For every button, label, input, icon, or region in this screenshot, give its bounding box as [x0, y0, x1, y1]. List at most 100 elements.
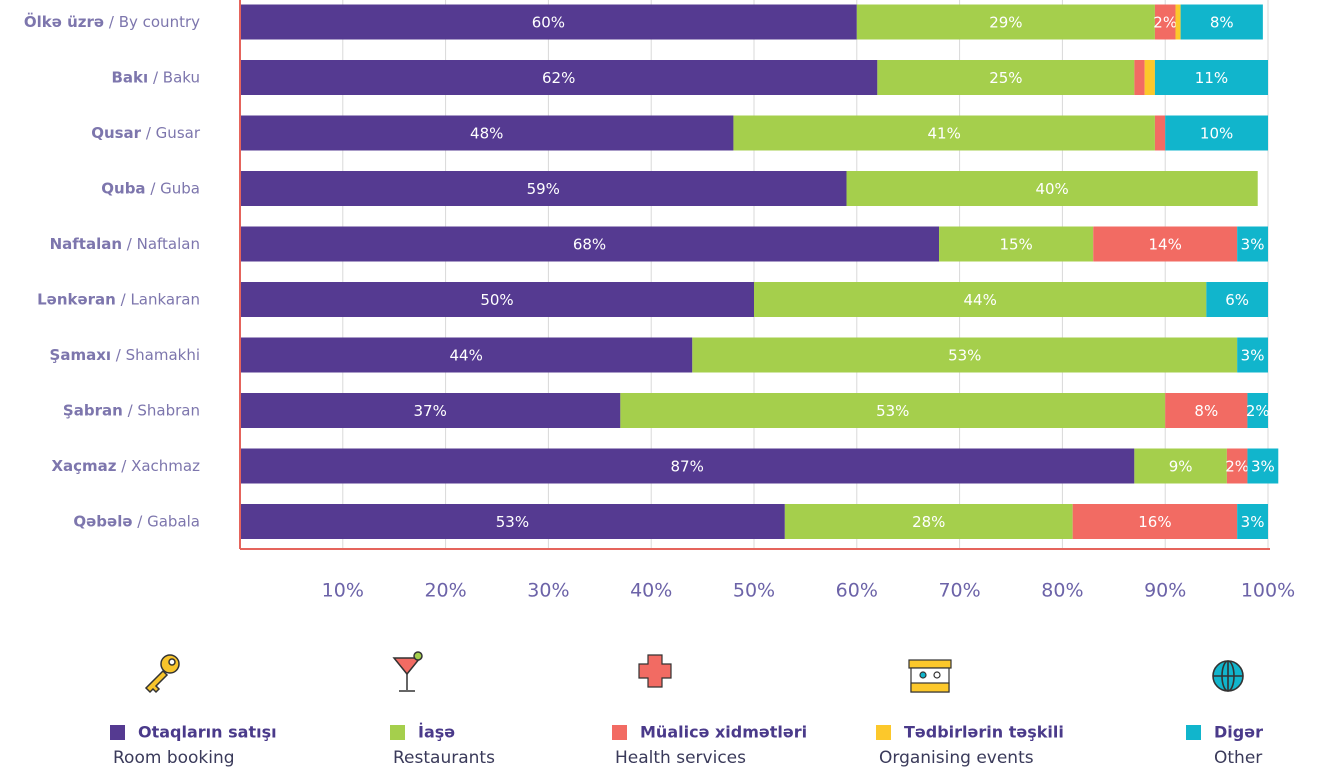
- bar-segment: [1226, 448, 1248, 484]
- bar-segment: [1154, 115, 1166, 151]
- bar-segment: [754, 282, 1207, 317]
- bar-segment: [1180, 4, 1263, 40]
- cocktail-icon: [392, 651, 423, 692]
- bar-segment: [240, 60, 878, 95]
- data-label: 16%: [1138, 513, 1171, 531]
- x-tick-label: 90%: [1144, 580, 1186, 602]
- bar-segment: [1093, 226, 1238, 262]
- bar-segment: [240, 504, 785, 539]
- bar-segment: [1175, 4, 1181, 40]
- bar-segment: [240, 171, 847, 206]
- x-tick-label: 20%: [424, 580, 466, 602]
- legend-swatch: [876, 725, 891, 740]
- data-label: 50%: [480, 291, 513, 309]
- category-label: Bakı / Baku: [112, 68, 201, 86]
- data-label: 37%: [414, 402, 447, 420]
- bar-segment: [240, 393, 621, 428]
- bar-segment: [1154, 60, 1268, 95]
- category-label: Qusar / Gusar: [91, 124, 201, 142]
- category-label: Quba / Guba: [101, 179, 200, 197]
- bar-segment: [1237, 337, 1268, 373]
- bar-segment: [240, 115, 734, 151]
- data-label: 11%: [1195, 69, 1228, 87]
- category-label: Şamaxı / Shamakhi: [50, 346, 200, 364]
- data-label: 62%: [542, 69, 575, 87]
- bar-segment: [1247, 448, 1279, 484]
- data-label: 25%: [989, 69, 1022, 87]
- bar-segment: [784, 504, 1073, 539]
- bar-segment: [1237, 504, 1268, 539]
- bar-segment: [1237, 226, 1268, 262]
- data-label: 8%: [1210, 14, 1234, 32]
- x-tick-label: 70%: [938, 580, 980, 602]
- legend-label: Tədbirlərin təşkili: [904, 723, 1064, 742]
- data-label: 59%: [527, 180, 560, 198]
- bar-segment: [240, 448, 1135, 484]
- booth-icon: [908, 659, 952, 693]
- category-label: Xaçmaz / Xachmaz: [51, 457, 200, 475]
- data-label: 10%: [1200, 125, 1233, 143]
- bar-segment: [240, 282, 754, 317]
- data-label: 14%: [1149, 236, 1182, 254]
- data-label: 9%: [1169, 458, 1193, 476]
- data-label: 60%: [532, 14, 565, 32]
- x-tick-label: 30%: [527, 580, 569, 602]
- legend-label: Otaqların satışı: [138, 723, 277, 742]
- legend-swatch: [612, 725, 627, 740]
- bar-segment: [240, 4, 857, 40]
- x-tick-label: 40%: [630, 580, 672, 602]
- data-label: 15%: [999, 236, 1032, 254]
- data-label: 53%: [876, 402, 909, 420]
- bar-segment: [692, 337, 1238, 373]
- globe-icon: [1212, 660, 1244, 692]
- legend-sublabel: Room booking: [113, 748, 235, 768]
- data-label: 29%: [989, 14, 1022, 32]
- legend-swatch: [110, 725, 125, 740]
- x-tick-label: 60%: [836, 580, 878, 602]
- category-label: Lənkəran / Lankaran: [37, 290, 200, 308]
- bar-segment: [620, 393, 1166, 428]
- data-label: 3%: [1241, 347, 1265, 365]
- category-label: Ölkə üzrə / By country: [24, 12, 200, 31]
- bars: 60% 29% 2% 8% 62% 25% 11% 48% 41% 10% 59% 40% 68% 15%…: [240, 4, 1279, 539]
- x-tick-label: 100%: [1241, 580, 1295, 602]
- category-label: Qəbələ / Gabala: [73, 512, 200, 530]
- bar-segment: [1154, 4, 1176, 40]
- data-label: 28%: [912, 513, 945, 531]
- data-label: 3%: [1241, 513, 1265, 531]
- bar-segment: [856, 4, 1155, 40]
- data-label: 2%: [1153, 14, 1177, 32]
- legend-sublabel: Health services: [615, 748, 746, 768]
- legend-sublabel: Organising events: [879, 748, 1034, 768]
- data-label: 2%: [1225, 458, 1249, 476]
- x-tick-label: 50%: [733, 580, 775, 602]
- data-label: 44%: [963, 291, 996, 309]
- data-label: 44%: [449, 347, 482, 365]
- bar-segment: [1206, 282, 1268, 317]
- category-label: Şabran / Shabran: [63, 401, 200, 419]
- legend: Otaqların satışı Room booking İaşə Restaura…: [110, 723, 1263, 768]
- data-label: 40%: [1035, 180, 1068, 198]
- data-label: 53%: [948, 347, 981, 365]
- bar-segment: [240, 337, 693, 373]
- x-tick-label: 80%: [1041, 580, 1083, 602]
- bar-segment: [1134, 60, 1145, 95]
- x-tick-label: 10%: [322, 580, 364, 602]
- bar-segment: [1165, 115, 1268, 151]
- cross-icon: [638, 654, 672, 688]
- bar-segment: [1165, 393, 1248, 428]
- legend-label: Müalicə xidmətləri: [640, 723, 807, 742]
- data-label: 68%: [573, 236, 606, 254]
- legend-label: Digər: [1214, 723, 1263, 742]
- key-icon: [144, 654, 180, 694]
- data-label: 3%: [1251, 458, 1275, 476]
- bar-segment: [877, 60, 1135, 95]
- bar-segment: [939, 226, 1094, 262]
- bar-segment: [240, 226, 940, 262]
- data-label: 87%: [671, 458, 704, 476]
- bar-segment: [1144, 60, 1155, 95]
- category-label: Naftalan / Naftalan: [50, 235, 200, 253]
- data-label: 6%: [1225, 291, 1249, 309]
- bar-segment: [1247, 393, 1268, 428]
